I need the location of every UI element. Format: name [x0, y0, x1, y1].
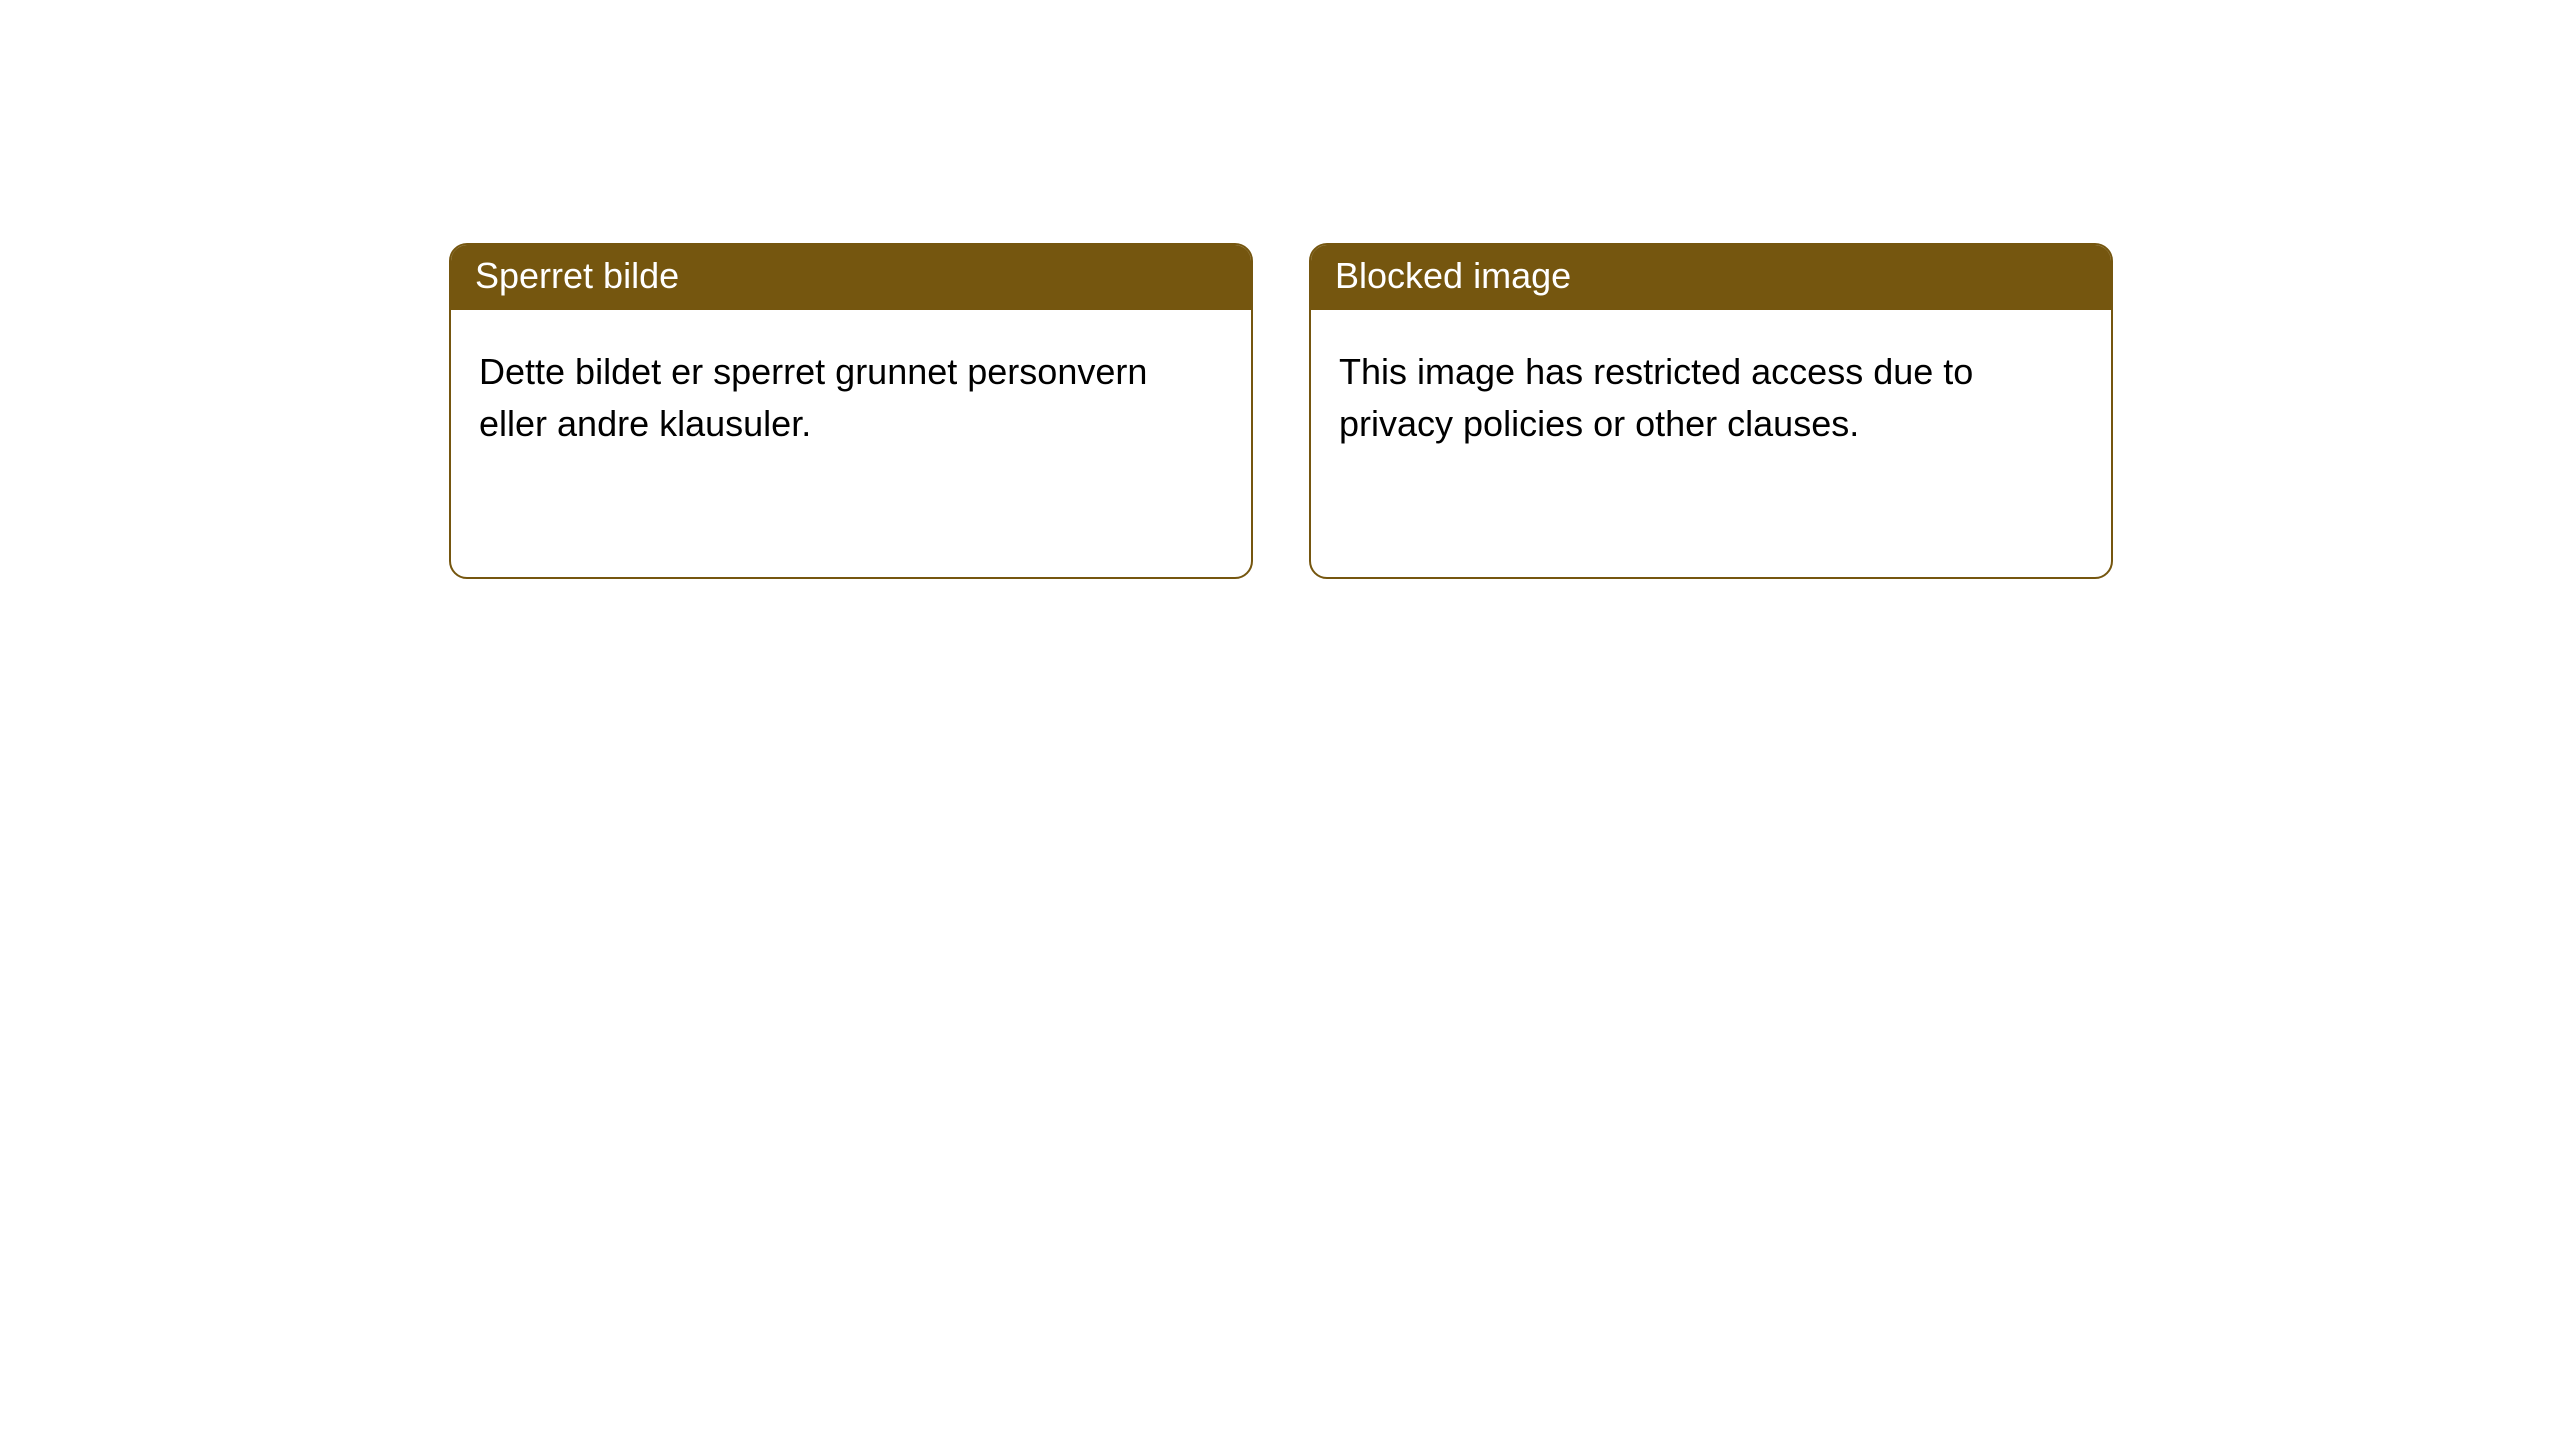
- card-title: Blocked image: [1311, 245, 2111, 310]
- card-body-text: This image has restricted access due to …: [1311, 310, 2111, 486]
- card-title: Sperret bilde: [451, 245, 1251, 310]
- notice-card-norwegian: Sperret bilde Dette bildet er sperret gr…: [449, 243, 1253, 579]
- card-body-text: Dette bildet er sperret grunnet personve…: [451, 310, 1251, 486]
- notice-card-english: Blocked image This image has restricted …: [1309, 243, 2113, 579]
- notice-cards-container: Sperret bilde Dette bildet er sperret gr…: [0, 0, 2560, 579]
